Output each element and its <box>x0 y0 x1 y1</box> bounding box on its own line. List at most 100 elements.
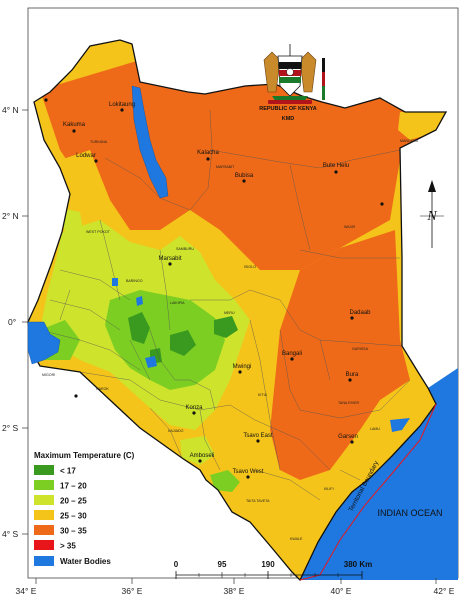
lon-label-38: 38° E <box>224 586 245 596</box>
legend-swatch-0 <box>34 465 54 475</box>
county-label-garissa: GARISSA <box>352 347 369 351</box>
county-label-samburu: SAMBURU <box>176 247 194 251</box>
city-dot-tsavo-east <box>256 439 260 443</box>
zone-lt17-meru <box>214 316 238 338</box>
county-label-kwale: KWALE <box>290 537 303 541</box>
city-dot-dadaab <box>350 316 354 320</box>
city-dot-unnamed-sw <box>74 394 78 398</box>
city-label-bura: Bura <box>346 372 359 378</box>
lat-label-2n: 2° N <box>2 211 19 221</box>
lat-label-4s: 4° S <box>2 529 18 539</box>
legend-swatch-2 <box>34 495 54 505</box>
lat-label-0: 0° <box>8 317 16 327</box>
county-label-marsabit: MARSABIT <box>216 165 235 169</box>
city-dot-lokitaung <box>120 108 124 112</box>
legend-label-2: 20 – 25 <box>60 497 87 506</box>
lake-baringo <box>112 278 118 286</box>
county-boundaries <box>39 109 411 501</box>
scale-tick-95: 95 <box>218 560 227 569</box>
county-label-mandera: MANDERA <box>400 139 419 143</box>
city-label-bute-helu: Bute Helu <box>323 163 349 169</box>
zone-30-35-east <box>270 230 410 480</box>
north-arrow: N <box>420 180 444 248</box>
city-dot-bute-helu <box>334 170 338 174</box>
city-dot-unnamed-ne <box>380 202 384 206</box>
zone-lt17-kenya <box>170 330 196 356</box>
indian-ocean <box>300 368 458 580</box>
scale-tick-380: 380 Km <box>344 560 372 569</box>
zone-25-30-northeast <box>398 112 446 140</box>
county-label-meru: MERU <box>224 311 235 315</box>
legend-swatch-3 <box>34 510 54 520</box>
emblem-agency: KMD <box>282 116 295 122</box>
city-dot-bubisa <box>242 179 246 183</box>
scale-tick-0: 0 <box>174 560 179 569</box>
legend-label-water: Water Bodies <box>60 557 111 566</box>
lat-label-4n: 4° N <box>2 105 19 115</box>
city-label-kakuma: Kakuma <box>63 122 86 128</box>
city-label-mwingi: Mwingi <box>233 364 252 370</box>
county-label-migori: MIGORI <box>42 373 55 377</box>
county-label-wajir: WAJIR <box>344 225 355 229</box>
city-label-kalacha: Kalacha <box>197 150 219 156</box>
city-label-tsavo-east: Tsavo East <box>243 433 273 439</box>
lake-naivasha <box>145 356 157 368</box>
legend-label-1: 17 – 20 <box>60 482 87 491</box>
emblem-country: REPUBLIC OF KENYA <box>259 106 317 112</box>
county-label-lamu: LAMU <box>370 427 380 431</box>
county-label-taita-taveta: TAITA TAVETA <box>246 499 270 503</box>
zone-lt17-aberdare <box>128 312 150 344</box>
coastal-water <box>390 418 410 432</box>
legend-swatch-water <box>34 556 54 566</box>
kenya-border <box>27 39 448 582</box>
county-label-kajiado: KAJIADO <box>168 429 184 433</box>
legend-label-5: > 35 <box>60 542 76 551</box>
city-label-marsabit: Marsabit <box>158 256 181 262</box>
city-dot-kalacha <box>206 157 210 161</box>
city-dot-konza <box>192 411 196 415</box>
city-dot-lodwar <box>94 159 98 163</box>
city-dot-amboseli <box>198 459 202 463</box>
lake-victoria <box>27 321 61 365</box>
county-label-turkana: TURKANA <box>90 140 108 144</box>
lon-label-36: 36° E <box>122 586 143 596</box>
county-label-isiolo: ISIOLO <box>244 265 256 269</box>
city-label-lokitaung: Lokitaung <box>109 102 135 108</box>
city-dot-unnamed-nw <box>44 98 48 102</box>
city-label-dadaab: Dadaab <box>349 310 371 316</box>
legend-swatch-5 <box>34 540 54 550</box>
coat-of-arms-emblem <box>263 44 317 104</box>
flag-stripes-emblem <box>322 58 325 100</box>
lake-nakuru <box>136 296 143 306</box>
legend-swatch-1 <box>34 480 54 490</box>
city-dot-garsen <box>350 440 354 444</box>
city-dot-marsabit <box>168 262 172 266</box>
legend: Maximum Temperature (C) < 17 17 – 20 20 – … <box>34 451 135 566</box>
city-labels: Lokitaung Kakuma Lodwar Kalacha Bubisa B… <box>63 102 371 475</box>
county-label-west-pokot: WEST POKOT <box>86 230 111 234</box>
svg-text:N: N <box>426 209 437 224</box>
city-label-tsavo-west: Tsavo West <box>233 469 264 475</box>
legend-swatch-4 <box>34 525 54 535</box>
city-label-amboseli: Amboseli <box>190 453 215 459</box>
ocean-label: INDIAN OCEAN <box>377 508 442 518</box>
county-label-kilifi: KILIFI <box>324 487 334 491</box>
lon-label-40: 40° E <box>331 586 352 596</box>
scale-bar: 0 95 190 380 Km <box>174 560 372 579</box>
county-labels: TURKANA MANDERA MARSABIT WAJIR WEST POKO… <box>42 139 419 541</box>
city-label-bubisa: Bubisa <box>235 173 254 179</box>
scale-tick-190: 190 <box>261 560 275 569</box>
legend-label-0: < 17 <box>60 467 76 476</box>
legend-label-3: 25 – 30 <box>60 512 87 521</box>
county-label-kitui: KITUI <box>258 393 267 397</box>
zone-17-20-south <box>210 470 240 492</box>
graticule-ticks <box>22 109 437 584</box>
lon-label-34: 34° E <box>16 586 37 596</box>
lat-label-2s: 2° S <box>2 423 18 433</box>
city-label-lodwar: Lodwar <box>76 153 96 159</box>
legend-label-4: 30 – 35 <box>60 527 87 536</box>
city-label-konza: Konza <box>185 405 203 411</box>
city-label-bangali: Bangali <box>282 351 302 357</box>
